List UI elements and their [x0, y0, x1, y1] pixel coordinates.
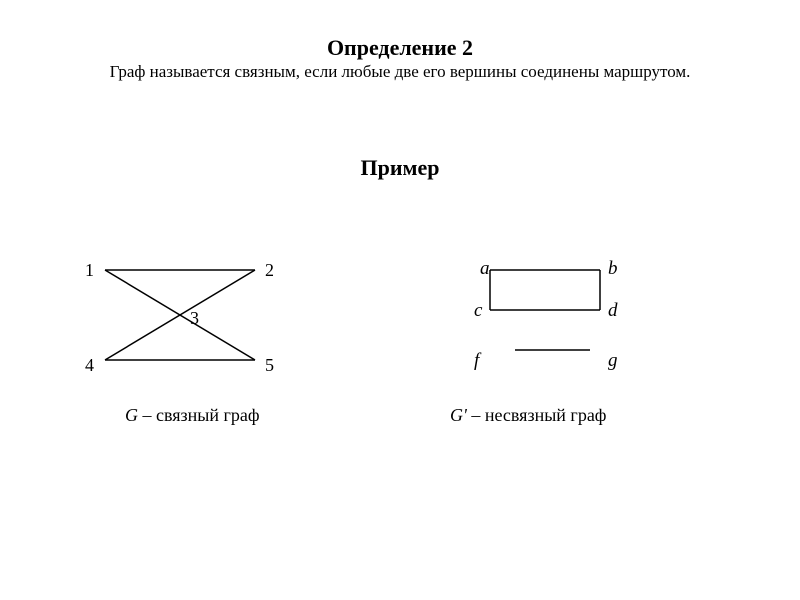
graph-disconnected: a b c d f g G' – несвязный граф: [450, 250, 710, 430]
graph-connected: 1 2 3 4 5 G – связный граф: [80, 250, 320, 430]
vertex-label: d: [608, 300, 618, 322]
definition-title: Определение 2: [0, 35, 800, 61]
vertex-label: c: [474, 300, 482, 322]
caption-text: – несвязный граф: [467, 405, 607, 425]
graph-caption: G' – несвязный граф: [450, 405, 606, 426]
vertex-label: f: [474, 350, 479, 372]
definition-body-text: Граф называется связным, если любые две …: [110, 62, 691, 81]
example-title: Пример: [0, 155, 800, 181]
vertex-label: 1: [85, 260, 94, 281]
vertex-label: g: [608, 350, 618, 372]
caption-symbol: G: [125, 405, 138, 425]
graph-svg: [80, 250, 320, 430]
vertex-label: 4: [85, 355, 94, 376]
vertex-label: 5: [265, 355, 274, 376]
definition-body: Граф называется связным, если любые две …: [0, 62, 800, 82]
caption-text: – связный граф: [138, 405, 260, 425]
vertex-label: b: [608, 258, 618, 280]
example-title-text: Пример: [360, 155, 439, 180]
vertex-label: a: [480, 258, 490, 280]
caption-symbol: G': [450, 405, 467, 425]
vertex-label: 2: [265, 260, 274, 281]
definition-title-text: Определение 2: [327, 35, 473, 60]
graph-caption: G – связный граф: [125, 405, 260, 426]
vertex-label: 3: [190, 308, 199, 329]
